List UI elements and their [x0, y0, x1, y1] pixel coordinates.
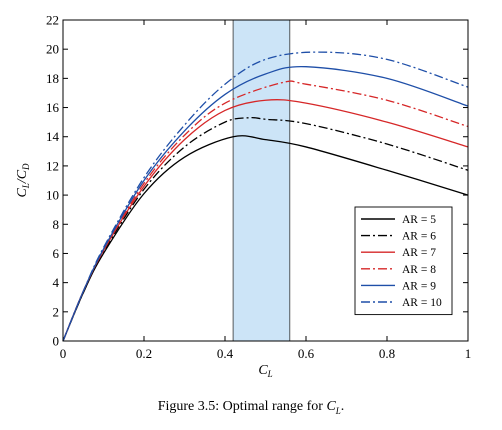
y-axis-title-den-main: C — [15, 169, 30, 179]
x-axis-title-sub: L — [267, 369, 273, 379]
y-tick-label: 10 — [46, 188, 59, 203]
y-tick-label: 12 — [46, 158, 59, 173]
y-axis-title-slash: / — [15, 178, 30, 184]
legend-label-ar-6: AR = 6 — [402, 231, 436, 243]
y-tick-label: 4 — [53, 275, 60, 290]
series-line-ar-10 — [62, 51, 469, 342]
y-tick-label: 14 — [46, 129, 60, 144]
y-tick-label: 0 — [53, 334, 60, 349]
series-line-ar-5 — [62, 135, 469, 342]
x-tick-label: 0.2 — [136, 346, 152, 361]
x-tick-label: 0 — [60, 346, 67, 361]
y-tick-label: 18 — [46, 71, 59, 86]
series-line-ar-8 — [62, 80, 469, 342]
x-tick-label: 1 — [465, 346, 472, 361]
optimal-range-band — [232, 19, 291, 342]
y-tick-label: 8 — [53, 217, 60, 232]
series-lines — [62, 51, 469, 342]
y-axis-title-den-sub: D — [21, 163, 31, 171]
y-tick-label: 20 — [46, 42, 59, 57]
caption-suffix: . — [340, 399, 345, 414]
caption-prefix: Figure 3.5: Optimal range for — [157, 399, 327, 414]
legend: AR = 5 AR = 6 AR = 7 AR = 8 AR = 9 AR = 10 — [354, 206, 453, 316]
x-tick-label: 0.6 — [298, 346, 315, 361]
caption-var-sub: L — [335, 405, 341, 416]
y-axis-title-num-sub: L — [21, 183, 31, 189]
legend-label-ar-9: AR = 9 — [402, 280, 436, 292]
figure-caption: Figure 3.5: Optimal range for CL. — [0, 399, 502, 416]
x-tick-label: 0.4 — [217, 346, 234, 361]
plot-frame — [62, 19, 469, 342]
x-axis-title-main: C — [258, 363, 268, 378]
caption-var: C — [326, 399, 336, 414]
legend-box — [354, 206, 453, 316]
y-axis-title: CL/CD — [15, 163, 31, 198]
y-axis-title-num-main: C — [15, 188, 30, 198]
legend-label-ar-10: AR = 10 — [402, 297, 442, 309]
y-tick-label: 16 — [46, 100, 60, 115]
optimal-range-rect — [232, 19, 291, 342]
y-tick-label: 6 — [53, 246, 60, 261]
y-tick-label: 22 — [46, 13, 59, 28]
x-tick-label: 0.8 — [379, 346, 395, 361]
legend-label-ar-5: AR = 5 — [402, 214, 436, 226]
y-tick-label: 2 — [53, 304, 60, 319]
x-axis-title: CL — [258, 363, 272, 379]
legend-label-ar-8: AR = 8 — [402, 264, 436, 276]
legend-label-ar-7: AR = 7 — [402, 247, 436, 259]
